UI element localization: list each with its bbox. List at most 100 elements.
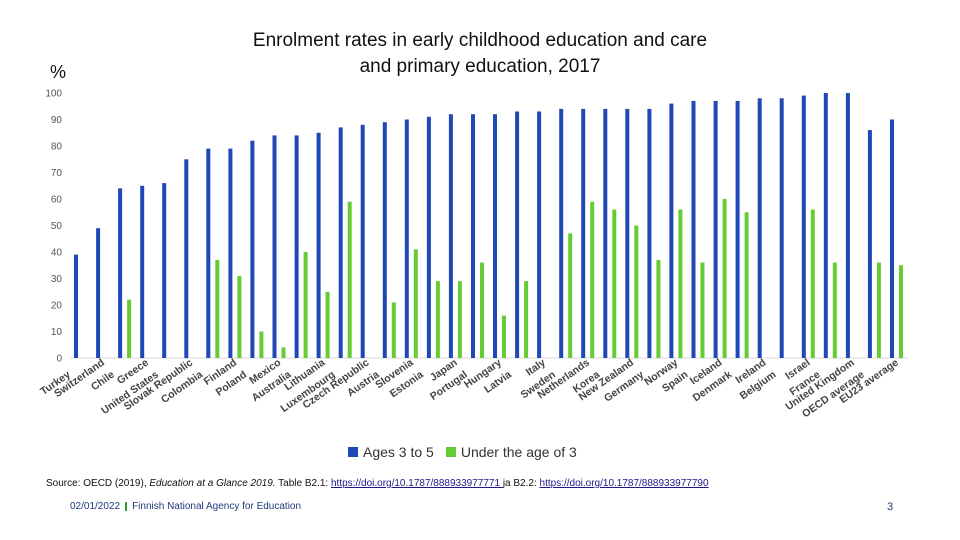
bar-under-the-age-of-3-germany — [656, 259, 661, 358]
legend-swatch-blue — [348, 447, 358, 457]
bar-ages-3-to-5-denmark — [735, 100, 740, 359]
bar-under-the-age-of-3-eu23-average — [899, 265, 903, 359]
chart-title: Enrolment rates in early childhood educa… — [200, 28, 760, 80]
bar-ages-3-to-5-iceland — [713, 100, 718, 359]
bar-under-the-age-of-3-luxembourg — [347, 201, 352, 358]
bar-ages-3-to-5-slovenia — [404, 119, 409, 358]
y-tick-label: 30 — [51, 274, 63, 285]
bar-under-the-age-of-3-norway — [678, 209, 683, 358]
legend-label-under-3: Under the age of 3 — [460, 444, 577, 460]
bar-ages-3-to-5-united-states — [162, 183, 167, 358]
bar-ages-3-to-5-ireland — [757, 98, 762, 359]
bar-under-the-age-of-3-austria — [391, 302, 396, 358]
bar-under-the-age-of-3-slovenia — [413, 249, 418, 358]
y-unit-label: % — [50, 62, 67, 82]
bar-ages-3-to-5-eu23-average — [890, 119, 894, 358]
source-link-1[interactable]: https://doi.org/10.1787/888933977771 — [331, 478, 503, 489]
footer-date: 02/01/2022 — [70, 501, 121, 512]
page-number: 3 — [887, 501, 894, 513]
footer-organization: Finnish National Agency for Education — [132, 501, 302, 512]
bar-ages-3-to-5-turkey — [74, 254, 78, 358]
bar-ages-3-to-5-korea — [603, 108, 608, 359]
bar-ages-3-to-5-czech-republic — [360, 124, 365, 358]
legend-item-ages-3-5: Ages 3 to 5 — [348, 444, 434, 460]
bar-under-the-age-of-3-new-zealand — [634, 225, 639, 358]
bar-ages-3-to-5-new-zealand — [625, 108, 630, 359]
bar-under-the-age-of-3-denmark — [744, 212, 749, 359]
bar-under-the-age-of-3-israel — [810, 209, 815, 358]
bar-under-the-age-of-3-finland — [237, 275, 242, 358]
bar-under-the-age-of-3-lithuania — [325, 291, 330, 359]
chart-title-line2: and primary education, 2017 — [359, 56, 601, 77]
legend: Ages 3 to 5 Under the age of 3 — [348, 444, 589, 460]
bar-under-the-age-of-3-netherlands — [590, 201, 595, 358]
bar-ages-3-to-5-greece — [140, 185, 145, 359]
bar-ages-3-to-5-italy — [537, 111, 542, 358]
bars-group — [74, 93, 903, 359]
bar-ages-3-to-5-hungary — [493, 114, 497, 358]
bar-under-the-age-of-3-latvia — [524, 281, 529, 358]
chart-svg: 0 10 20 30 40 50 60 70 80 90 100 TurkeySwitzerland… — [38, 89, 908, 421]
bar-ages-3-to-5-sweden — [559, 108, 564, 359]
bar-under-the-age-of-3-spain — [700, 262, 705, 358]
bar-under-the-age-of-3-korea — [612, 209, 617, 358]
bar-ages-3-to-5-australia — [294, 135, 299, 358]
legend-item-under-3: Under the age of 3 — [445, 444, 577, 460]
y-axis-ticks: 0 10 20 30 40 50 60 70 80 90 100 — [45, 89, 62, 365]
bar-ages-3-to-5-finland — [228, 148, 233, 358]
bar-under-the-age-of-3-australia — [303, 252, 308, 358]
y-tick-label: 40 — [51, 248, 63, 259]
bar-ages-3-to-5-estonia — [426, 116, 431, 358]
bar-ages-3-to-5-united-kingdom — [845, 93, 850, 358]
bar-ages-3-to-5-mexico — [272, 135, 277, 358]
bar-ages-3-to-5-oecd-average — [867, 130, 872, 358]
legend-swatch-green — [445, 447, 456, 457]
bar-under-the-age-of-3-sweden — [568, 233, 573, 358]
source-link-2[interactable]: https://doi.org/10.1787/888933977790 — [539, 478, 709, 489]
source-between: ja B2.2: — [502, 478, 540, 489]
y-tick-label: 90 — [51, 115, 63, 126]
bar-ages-3-to-5-spain — [691, 100, 696, 359]
bar-under-the-age-of-3-estonia — [435, 281, 440, 358]
y-tick-label: 60 — [51, 195, 63, 206]
bar-under-the-age-of-3-hungary — [502, 315, 506, 358]
source-publication: Education at a Glance 2019. — [149, 478, 276, 489]
y-tick-label: 0 — [56, 354, 62, 365]
bar-ages-3-to-5-france — [823, 93, 828, 358]
y-tick-label: 70 — [51, 168, 63, 179]
bar-under-the-age-of-3-chile — [127, 299, 132, 358]
y-tick-label: 50 — [51, 221, 63, 232]
source-table-ref: Table B2.1: — [275, 478, 331, 489]
bar-under-the-age-of-3-poland — [259, 331, 264, 358]
bar-ages-3-to-5-switzerland — [96, 228, 101, 358]
bar-ages-3-to-5-latvia — [515, 111, 520, 358]
bar-under-the-age-of-3-france — [832, 262, 837, 358]
footer-separator — [125, 501, 128, 511]
y-tick-label: 100 — [45, 89, 62, 100]
bar-under-the-age-of-3-oecd-average — [876, 262, 881, 358]
chart-title-line1: Enrolment rates in early childhood educa… — [252, 30, 708, 51]
bar-ages-3-to-5-belgium — [779, 98, 784, 359]
bar-ages-3-to-5-netherlands — [581, 108, 586, 359]
bar-under-the-age-of-3-portugal — [480, 262, 484, 358]
y-tick-label: 10 — [51, 327, 63, 338]
bar-ages-3-to-5-japan — [448, 114, 453, 358]
bar-ages-3-to-5-austria — [382, 122, 387, 358]
y-tick-label: 20 — [51, 301, 63, 312]
bar-ages-3-to-5-luxembourg — [338, 127, 343, 359]
legend-label-ages-3-5: Ages 3 to 5 — [363, 444, 434, 460]
bar-ages-3-to-5-poland — [250, 140, 255, 358]
bar-ages-3-to-5-chile — [118, 188, 123, 358]
bar-under-the-age-of-3-iceland — [722, 199, 727, 358]
bar-ages-3-to-5-colombia — [206, 148, 211, 358]
bar-ages-3-to-5-lithuania — [316, 132, 321, 359]
bar-ages-3-to-5-portugal — [471, 114, 475, 358]
y-tick-label: 80 — [51, 142, 63, 153]
bar-under-the-age-of-3-japan — [457, 281, 462, 358]
bar-ages-3-to-5-germany — [647, 108, 652, 359]
bar-ages-3-to-5-slovak-republic — [184, 159, 189, 359]
footer: 02/01/2022 Finnish National Agency for Ed… — [70, 501, 301, 512]
source-prefix: Source: OECD (2019), — [46, 478, 150, 489]
source-note: Source: OECD (2019), Education at a Glan… — [46, 478, 709, 489]
